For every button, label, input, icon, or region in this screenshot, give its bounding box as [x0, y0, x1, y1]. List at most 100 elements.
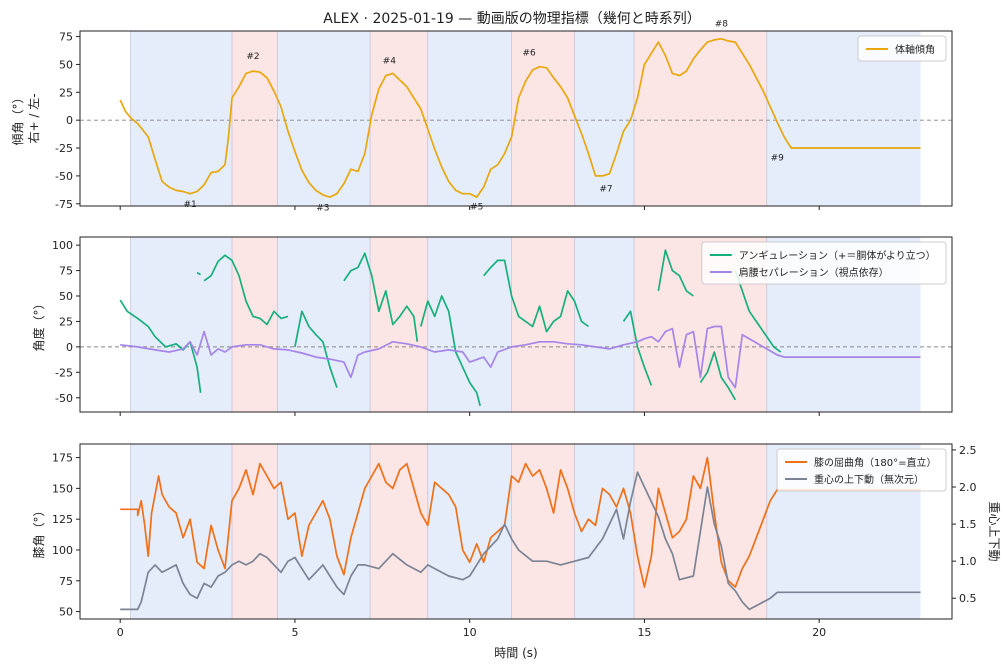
phase-band-blue — [427, 444, 512, 619]
y-tick-label: 0 — [66, 341, 73, 354]
phase-band-blue — [427, 31, 512, 206]
series-line-angles-0-seg1 — [196, 271, 202, 276]
series-line-tilt-0 — [119, 37, 921, 198]
y-axis-label-line-1: 右+ / 左- — [26, 93, 41, 143]
annotation-label: #1 — [183, 200, 196, 210]
figure-title: ALEX · 2025-01-19 — 動画版の物理指標（幾何と時系列） — [323, 11, 700, 27]
annotation-label: #3 — [316, 203, 329, 213]
legend: アンギュレーション（+＝胴体がより立つ） 肩腰セパレーション（視点依存） — [701, 241, 947, 285]
y-tick-label: 50 — [59, 606, 73, 619]
phase-band-blue — [277, 444, 371, 619]
y-tick-label: 0 — [66, 114, 73, 127]
series-line-angles-0-seg3 — [294, 310, 338, 388]
x-axis-label: 時間 (s) — [494, 646, 537, 660]
y-tick-label: 175 — [52, 452, 73, 465]
x-tick-label: 10 — [463, 626, 477, 639]
y-tick-label: -50 — [55, 170, 73, 183]
series-line-angles-0-seg10 — [734, 270, 782, 353]
series-line-angles-0-seg5 — [419, 295, 482, 407]
y-axis-label: 膝角（°） — [32, 504, 46, 558]
y-tick-label: 125 — [52, 513, 73, 526]
x-tick-label: 5 — [291, 626, 298, 639]
y-tick-label: -50 — [55, 392, 73, 405]
annotation-label: #7 — [599, 185, 612, 195]
annotation-label: #2 — [246, 52, 259, 62]
axes-frame — [79, 30, 953, 207]
y-axis-label-line-0: 傾角（°） — [11, 91, 25, 145]
phase-band-blue — [574, 237, 634, 412]
panel-tilt: 75 50 25 0 -25 -50 -75 傾角（°） 右+ / 左- #1 #2 #3 #4 #5 #6… — [11, 20, 953, 213]
phase-band-red — [511, 31, 575, 206]
y-tick-label: 75 — [59, 265, 73, 278]
legend-label: 肩腰セパレーション（視点依存） — [739, 266, 889, 279]
series-line-angles-0-seg0 — [119, 299, 202, 393]
phase-band-blue — [277, 31, 371, 206]
y-tick-label: -25 — [55, 366, 73, 379]
axes-frame — [79, 443, 953, 620]
annotation-label: #4 — [383, 56, 397, 66]
x-tick-label: 20 — [812, 626, 826, 639]
plot-area — [80, 31, 952, 206]
y-tick-label: -75 — [55, 198, 73, 211]
y-tick-label: 100 — [52, 544, 73, 557]
phase-band-red — [370, 31, 428, 206]
y2-tick-label: 2.5 — [959, 444, 977, 457]
annotation-label: #5 — [470, 202, 483, 212]
y-tick-label: 100 — [52, 239, 73, 252]
x-tick-label: 15 — [637, 626, 651, 639]
series-line-knee-0 — [120, 456, 921, 588]
panel-knee: 0 5 10 15 20 175 150 125 100 75 50 2.5 2.0 1.5 1.0 0.5 膝… — [32, 443, 1001, 639]
legend-label: アンギュレーション（+＝胴体がより立つ） — [739, 249, 936, 262]
plot-area — [80, 237, 952, 412]
legend: 体軸傾角 — [857, 35, 947, 62]
series-line-angles-0-seg4 — [343, 252, 419, 342]
phase-band-red — [232, 31, 278, 206]
annotation-label: #8 — [715, 20, 729, 30]
y2-tick-label: 1.0 — [959, 555, 977, 568]
y-tick-label: 50 — [59, 58, 73, 71]
x-tick-label: 0 — [117, 626, 124, 639]
legend: 膝の屈曲角（180°=直立） 重心の上下動（無次元） — [776, 448, 947, 492]
phase-band-blue — [574, 31, 634, 206]
legend-label: 体軸傾角 — [895, 43, 935, 56]
y2-tick-label: 1.5 — [959, 518, 977, 531]
series-line-angles-0-seg6 — [483, 259, 590, 333]
series-line-angles-0-seg7 — [622, 310, 653, 386]
legend-label: 膝の屈曲角（180°=直立） — [814, 456, 936, 469]
y2-tick-label: 2.0 — [959, 481, 977, 494]
y-tick-label: -25 — [55, 142, 73, 155]
phase-band-red — [511, 444, 575, 619]
legend-box — [776, 448, 947, 492]
y-tick-label: 75 — [59, 31, 73, 44]
phase-band-red — [511, 237, 575, 412]
legend-label: 重心の上下動（無次元） — [814, 473, 924, 486]
panel-angles: 100 75 50 25 0 -25 -50 角度（°） アンギュレーション（+＝胴体がより立つ… — [31, 236, 953, 416]
y2-tick-label: 0.5 — [959, 592, 977, 605]
y-tick-label: 75 — [59, 575, 73, 588]
y-axis-label: 角度（°） — [31, 297, 46, 351]
phase-band-red — [232, 444, 278, 619]
annotation-label: #6 — [522, 49, 536, 59]
axes-frame — [79, 236, 953, 413]
y-tick-label: 50 — [59, 290, 73, 303]
phase-band-blue — [130, 31, 233, 206]
series-line-angles-1 — [120, 325, 921, 389]
phase-band-red — [232, 237, 278, 412]
phase-band-blue — [427, 237, 512, 412]
y-tick-label: 25 — [59, 315, 73, 328]
phase-band-blue — [277, 237, 371, 412]
legend-box — [701, 241, 947, 285]
annotation-label: #9 — [771, 153, 785, 163]
series-line-angles-0-seg2 — [203, 254, 289, 326]
series-line-angles-0-seg8 — [657, 249, 694, 297]
y-tick-label: 150 — [52, 482, 73, 495]
y-tick-label: 25 — [59, 86, 73, 99]
y2-axis-label: 重心上下動 — [987, 501, 1001, 561]
series-line-angles-0-seg9 — [699, 351, 737, 401]
legend-box — [857, 35, 947, 62]
phase-band-red — [633, 31, 767, 206]
phase-band-red — [370, 237, 428, 412]
series-line-knee-1 — [120, 471, 921, 611]
